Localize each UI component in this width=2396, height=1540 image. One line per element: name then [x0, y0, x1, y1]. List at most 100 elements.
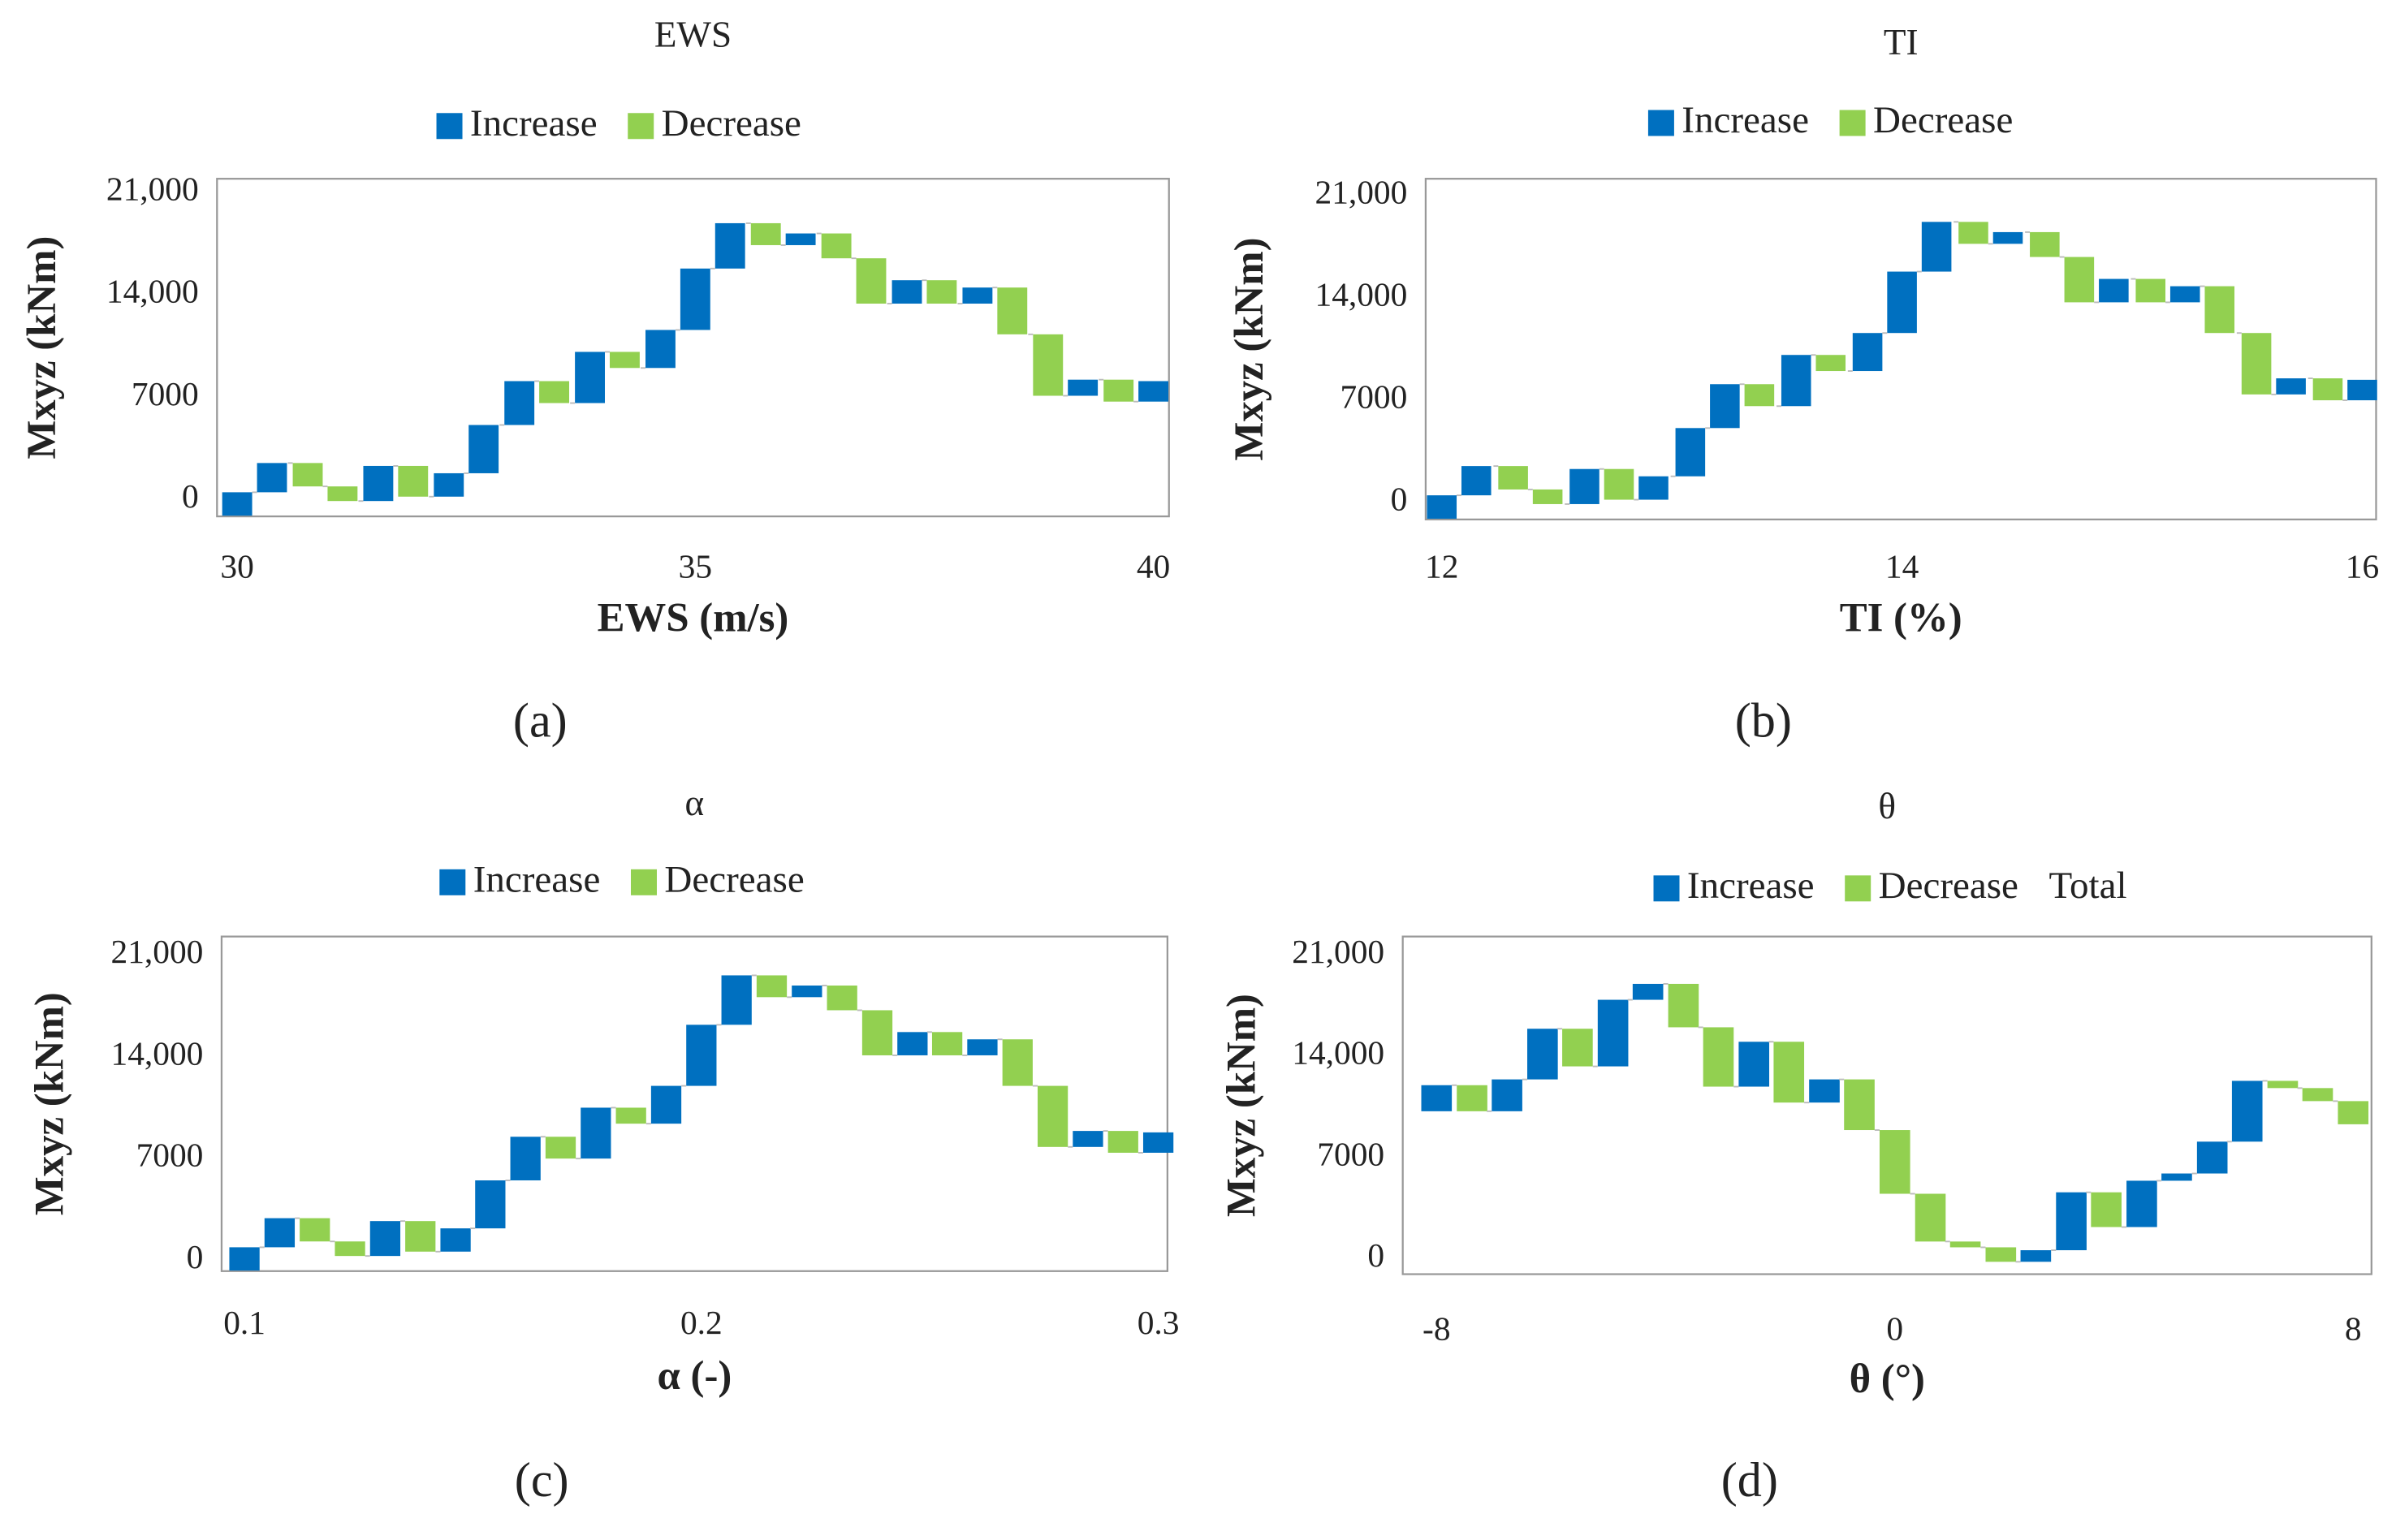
bar — [2161, 1173, 2192, 1181]
legend-label: Increase — [473, 859, 601, 901]
bar — [714, 222, 745, 269]
y-tick-label: 21,000 — [111, 933, 204, 970]
bar — [1809, 1079, 1840, 1103]
bar — [1073, 1131, 1103, 1147]
x-tick-label: 35 — [679, 547, 712, 585]
bar — [1033, 334, 1064, 396]
chart-title: α — [685, 783, 705, 823]
bar — [369, 1221, 401, 1257]
bar — [1738, 1042, 1770, 1087]
bar — [1427, 495, 1457, 519]
x-tick-label: 30 — [220, 547, 253, 585]
bar — [1887, 271, 1917, 334]
y-tick-label: 21,000 — [106, 170, 199, 208]
bar — [1068, 379, 1099, 396]
legend-swatch — [630, 869, 657, 895]
bar — [2020, 1250, 2052, 1262]
x-axis-label: EWS (m/s) — [598, 595, 789, 641]
x-tick-label: 0.2 — [680, 1304, 723, 1341]
legend-swatch — [1839, 110, 1866, 136]
y-tick-label: 21,000 — [1315, 173, 1407, 210]
chart-title: EWS — [654, 14, 732, 54]
bar — [229, 1247, 260, 1271]
bar — [264, 1218, 296, 1248]
bar — [897, 1032, 928, 1055]
y-axis-label: Mxyz (kNm) — [1218, 994, 1263, 1217]
bar — [1958, 222, 1988, 244]
bar — [2204, 286, 2235, 334]
bar — [750, 222, 781, 245]
bar — [1668, 983, 1699, 1028]
bar — [292, 463, 323, 487]
bar — [785, 233, 816, 245]
panel-label: (d) — [1721, 1453, 1778, 1508]
bar — [1992, 231, 2023, 244]
y-tick-label: 7000 — [1340, 378, 1408, 416]
bar — [1037, 1085, 1068, 1147]
bar — [575, 352, 606, 403]
bar — [2347, 379, 2377, 401]
bar — [1921, 222, 1952, 272]
y-tick-label: 14,000 — [1315, 275, 1407, 313]
x-tick-label: 40 — [1137, 547, 1170, 585]
bar — [2099, 278, 2129, 303]
bar — [1638, 476, 1669, 500]
bar — [2312, 378, 2343, 401]
chart-title: TI — [1884, 22, 1919, 63]
plot-frame — [220, 935, 1168, 1272]
bar — [1421, 1085, 1453, 1111]
legend-label: Increase — [1687, 865, 1815, 907]
bar — [1604, 468, 1634, 500]
bar — [2241, 333, 2272, 395]
bar — [1107, 1131, 1138, 1153]
bar — [2091, 1192, 2122, 1227]
x-tick-label: -8 — [1422, 1310, 1450, 1348]
bar — [327, 486, 358, 502]
legend: Increase Decrease — [436, 102, 801, 145]
legend: Increase Decrease — [1647, 99, 2013, 141]
bar — [610, 352, 640, 369]
x-axis-label: TI (%) — [1840, 595, 1962, 641]
bar — [335, 1241, 365, 1257]
bar — [2267, 1081, 2299, 1089]
bar — [1710, 384, 1740, 429]
bar — [650, 1085, 682, 1124]
legend-label: Decrease — [664, 859, 804, 901]
plot-frame — [1424, 178, 2377, 520]
legend: Increase Decrease Total — [1653, 865, 2127, 907]
legend-swatch — [436, 113, 463, 140]
bar — [504, 381, 535, 425]
y-axis-label: Mxyz (kNm) — [19, 236, 64, 459]
x-axis-label: α (-) — [658, 1352, 732, 1398]
legend-label: Decrease — [662, 102, 801, 145]
bar — [1562, 1029, 1593, 1067]
bar — [539, 381, 569, 403]
bar — [1527, 1029, 1558, 1080]
bar — [1703, 1027, 1734, 1087]
bar — [545, 1137, 576, 1159]
bar — [827, 985, 857, 1011]
plot-frame — [1401, 935, 2372, 1275]
bar — [2276, 378, 2306, 395]
bar — [222, 492, 253, 516]
x-tick-label: 0.1 — [223, 1304, 266, 1341]
bar — [398, 465, 429, 497]
bar — [2302, 1088, 2333, 1102]
x-tick-label: 12 — [1425, 547, 1458, 585]
bar — [434, 472, 464, 497]
chart-title: θ — [1878, 786, 1896, 826]
bar — [967, 1039, 998, 1055]
bar — [510, 1137, 541, 1181]
y-tick-label: 7000 — [136, 1137, 204, 1174]
bar — [962, 287, 993, 304]
bar — [1781, 355, 1811, 407]
bar — [1815, 355, 1846, 372]
bar — [861, 1010, 893, 1055]
legend: Increase Decrease — [439, 859, 805, 901]
bar — [257, 463, 287, 493]
bar — [756, 975, 788, 998]
bar — [615, 1107, 646, 1124]
bar — [581, 1107, 611, 1159]
